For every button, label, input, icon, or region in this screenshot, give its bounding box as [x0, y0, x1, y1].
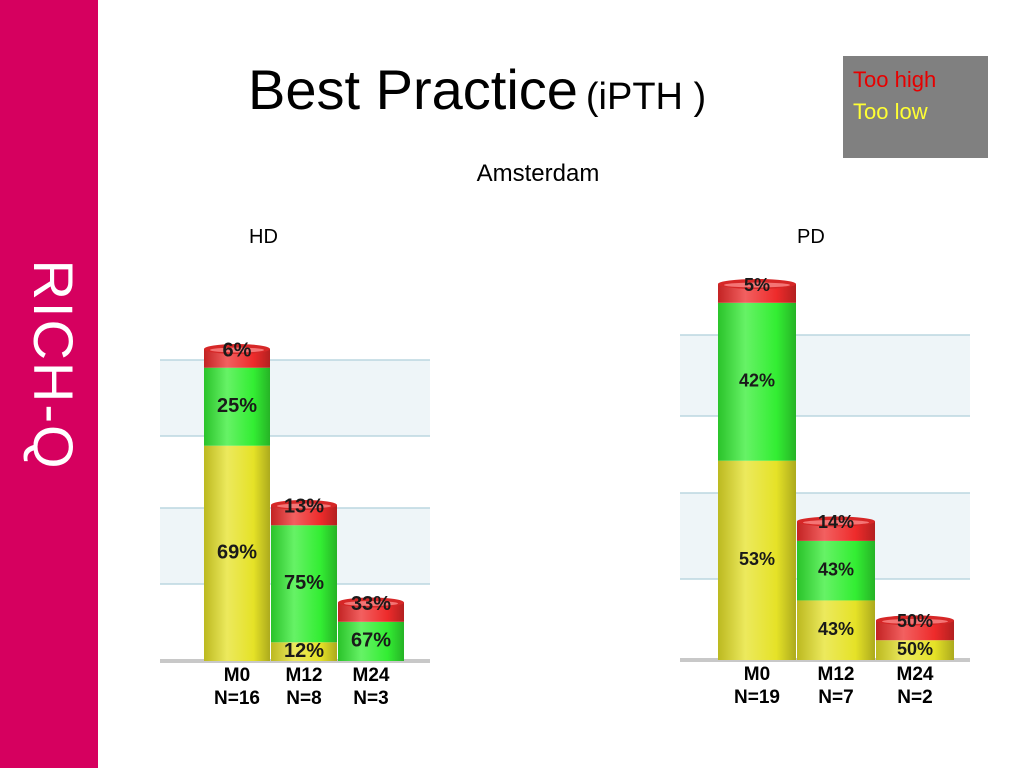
bar-cap-highlight — [344, 601, 398, 606]
sample-size-m0: N=19 — [734, 687, 780, 708]
tick-label-m24: M24 — [353, 665, 390, 686]
data-label-m12-0: 12% — [284, 640, 324, 662]
bar-segment-m0-0 — [204, 445, 270, 661]
title-main: Best Practice — [248, 58, 578, 121]
tick-label-m24: M24 — [897, 664, 934, 685]
sidebar-band: RICH-Q — [0, 0, 98, 768]
bar-segment-m12-2 — [797, 521, 875, 541]
sample-size-m24: N=3 — [353, 688, 388, 709]
legend-item-too-low: Too low — [853, 98, 928, 124]
tick-label-m0: M0 — [224, 665, 250, 686]
data-label-m0-0: 69% — [217, 542, 257, 564]
panel-label-pd: PD — [797, 226, 825, 248]
bar-segment-m12-1 — [797, 540, 875, 601]
title-suffix: (iPTH ) — [585, 76, 707, 118]
data-label-m0-2: 6% — [223, 339, 252, 361]
data-label-m0-0: 53% — [739, 549, 775, 569]
data-label-m12-2: 13% — [284, 495, 324, 517]
legend-item-too-high: Too high — [853, 67, 937, 92]
data-label-m24-2: 33% — [351, 593, 391, 615]
rich-q-logo: RICH-Q — [22, 259, 85, 470]
bar-segment-m24-0 — [876, 640, 954, 660]
bar-segment-m24-2 — [338, 602, 404, 622]
data-label-m12-0: 43% — [818, 619, 854, 639]
bar-segment-m0-2 — [204, 349, 270, 368]
logo-text: RICH-Q — [22, 259, 85, 470]
grid-band — [160, 360, 430, 436]
bar-segment-m12-0 — [797, 600, 875, 660]
sample-size-m12: N=8 — [286, 688, 321, 709]
bar-segment-m24-2 — [876, 620, 954, 641]
bar-segment-m0-2 — [718, 284, 796, 303]
data-label-m12-1: 43% — [818, 559, 854, 579]
tick-label-m0: M0 — [744, 664, 770, 685]
sample-size-m12: N=7 — [818, 687, 853, 708]
subtitle: Amsterdam — [476, 160, 600, 187]
tick-label-m12: M12 — [286, 665, 323, 686]
data-label-m24-1: 67% — [351, 630, 391, 652]
bar-segment-m12-2 — [271, 505, 337, 526]
page-title: Best Practice (iPTH ) — [248, 62, 706, 118]
bar-segment-m0-0 — [718, 460, 796, 660]
sample-size-m0: N=16 — [214, 688, 260, 709]
legend-box: Too high Too low — [843, 56, 988, 158]
data-label-m0-1: 42% — [739, 371, 775, 391]
bar-segment-m0-1 — [718, 302, 796, 461]
bar-cap-highlight — [882, 618, 948, 624]
data-label-m0-2: 5% — [744, 275, 770, 295]
bar-cap-highlight — [803, 519, 869, 525]
panel-label-hd: HD — [249, 226, 278, 248]
data-label-m12-1: 75% — [284, 572, 324, 594]
bar-segment-m24-1 — [338, 621, 404, 661]
tick-label-m12: M12 — [818, 664, 855, 685]
bar-cap-highlight — [277, 503, 331, 509]
bar-segment-m12-0 — [271, 642, 337, 661]
sample-size-m24: N=2 — [897, 687, 932, 708]
data-label-m12-2: 14% — [818, 512, 854, 532]
bar-segment-m0-1 — [204, 367, 270, 446]
bar-cap-highlight — [724, 282, 790, 288]
data-label-m24-0: 50% — [897, 639, 933, 659]
data-label-m24-2: 50% — [897, 611, 933, 631]
data-label-m0-1: 25% — [217, 395, 257, 417]
bar-segment-m12-1 — [271, 525, 337, 643]
bar-cap-highlight — [210, 347, 264, 353]
